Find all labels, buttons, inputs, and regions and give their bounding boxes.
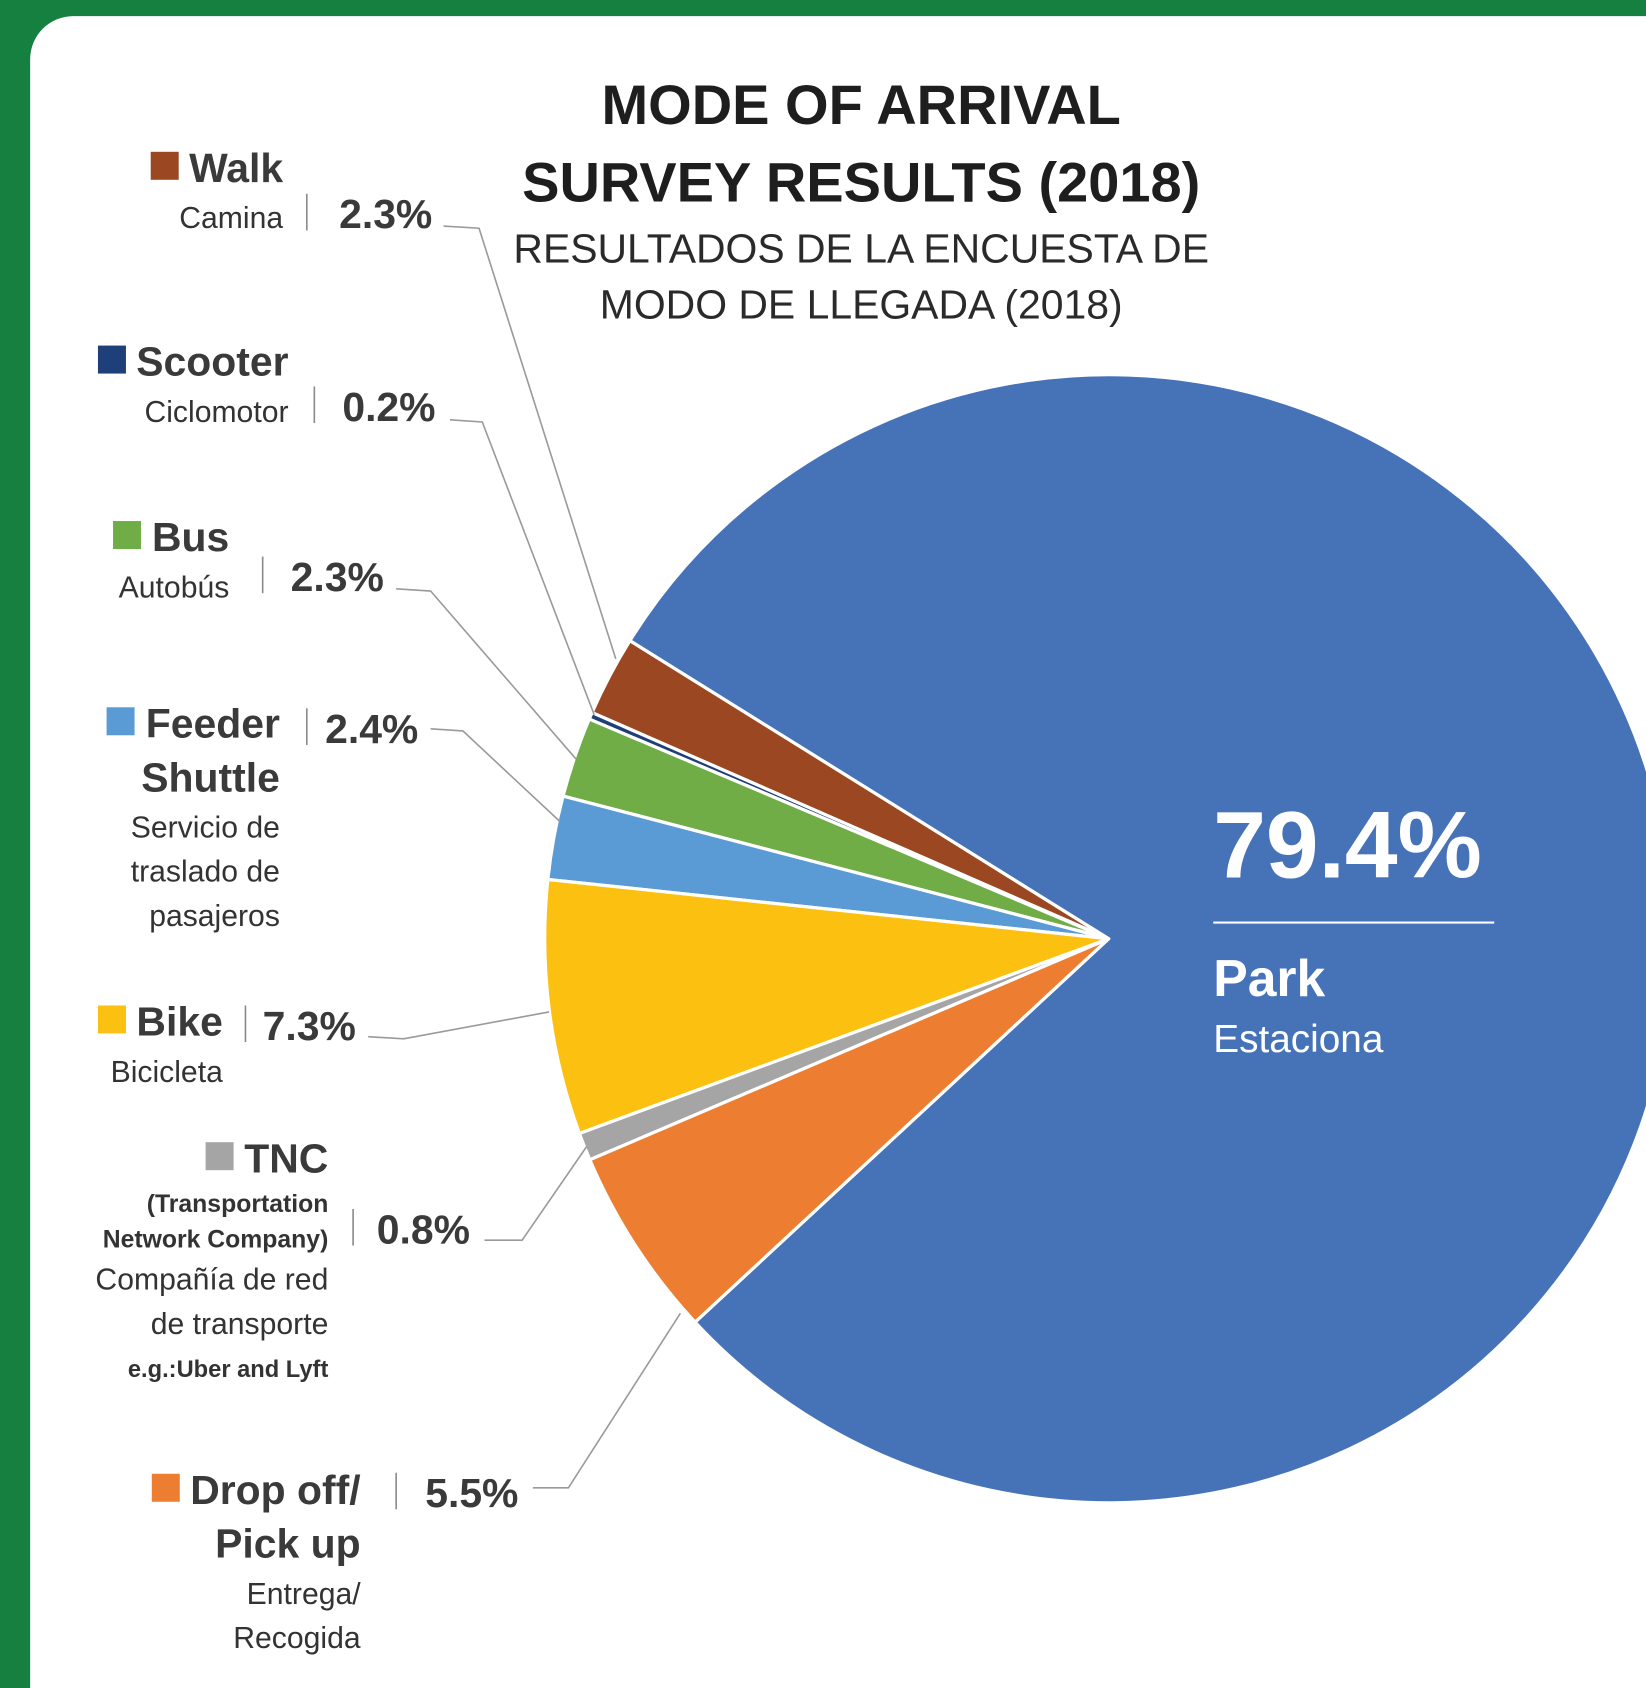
legend-label-row: TNC [65, 1133, 329, 1187]
legend-label: TNC [244, 1136, 329, 1183]
legend-text: Drop off/ Pick up Entrega/ Recogida [140, 1464, 361, 1660]
legend-text: Bus Autobús [14, 511, 229, 609]
leader-line [368, 1011, 550, 1040]
labels: Walk Camina 2.3% Scooter Ciclomotor 0.2% Bus Au… [8, 142, 1495, 1660]
chart-subtitle: RESULTADOS DE LA ENCUESTA DE MODO DE LLE… [513, 227, 1210, 329]
pie-slice [628, 373, 1646, 1505]
legend-entry: Bike Bicicleta [8, 996, 223, 1094]
legend-sublabel: Entrega/ Recogida [233, 1577, 361, 1655]
legend-label: Drop off/ Pick up [190, 1468, 361, 1568]
legend-text: TNC (Transportation Network Company) Compa… [65, 1133, 329, 1394]
leader-line [430, 728, 561, 822]
value-label: 5.5% [425, 1470, 518, 1516]
legend-sublabel: Camina [179, 201, 284, 235]
legend-swatch [97, 345, 126, 374]
value-label: 2.4% [325, 706, 418, 752]
legend-entry: Walk Camina [68, 142, 283, 240]
pie-slice [543, 877, 1111, 1136]
slice-label: Park [1213, 949, 1325, 1007]
legend-swatch [150, 151, 179, 180]
title-block: MODE OF ARRIVAL SURVEY RESULTS (2018) RE… [506, 67, 1217, 334]
legend-text: Scooter Ciclomotor [52, 336, 289, 434]
value-label: 79.4% [1213, 792, 1482, 898]
value-label: 2.3% [339, 191, 432, 237]
legend-label: Bike [136, 1000, 223, 1046]
pie [543, 373, 1646, 1505]
legend-sublabel: Servicio de traslado de pasajeros [130, 810, 280, 933]
legend-label-row: Drop off/ Pick up [140, 1464, 361, 1572]
legend-label: Walk [189, 146, 284, 192]
legend-label-row: Bus [14, 511, 229, 565]
legend-swatch [97, 1005, 126, 1034]
legend-swatch [106, 707, 135, 736]
legend-label: Feeder Shuttle [141, 701, 280, 801]
legend-text: Bike Bicicleta [8, 996, 223, 1094]
legend-sublabel: Ciclomotor [144, 395, 289, 429]
leader-line [443, 225, 617, 660]
leader-line [484, 1146, 588, 1241]
legend-label-row: Feeder Shuttle [81, 698, 280, 806]
chart-title: MODE OF ARRIVAL SURVEY RESULTS (2018) [522, 74, 1201, 215]
annotation: e.g.:Uber and Lyft [127, 1355, 329, 1383]
legend-label-row: Walk [68, 142, 283, 196]
legend-label: Bus [152, 515, 230, 561]
legend-entry: TNC (Transportation Network Company) Compa… [65, 1133, 329, 1394]
legend-swatch [151, 1473, 180, 1502]
legend-label-row: Bike [8, 996, 223, 1050]
legend-label: Scooter [136, 340, 289, 386]
legend-swatch [113, 521, 142, 550]
value-label: 0.8% [377, 1206, 470, 1252]
leader-line [396, 588, 577, 760]
legend-text: Walk Camina [68, 142, 283, 240]
legend-entry: Bus Autobús [14, 511, 229, 609]
legend-label-row: Scooter [52, 336, 289, 390]
pie-slice [588, 937, 1111, 1324]
legend-sublabel: Autobús [118, 570, 230, 604]
legend-text: Feeder Shuttle Servicio de traslado de pa… [81, 698, 280, 938]
annotation: (Transportation Network Company) [102, 1189, 329, 1254]
value-label: 7.3% [263, 1003, 356, 1049]
value-label: 2.3% [291, 554, 384, 600]
value-label: 0.2% [342, 384, 435, 430]
legend-entry: Drop off/ Pick up Entrega/ Recogida [140, 1464, 361, 1660]
slice-sublabel: Estaciona [1213, 1018, 1384, 1061]
legend-sublabel: Compañía de red de transporte [95, 1262, 329, 1341]
legend-entry: Scooter Ciclomotor [52, 336, 289, 434]
legend-sublabel: Bicicleta [110, 1054, 223, 1089]
leader-line [532, 1312, 682, 1489]
leader-lines [368, 225, 682, 1489]
leader-line [449, 419, 595, 716]
title-wrap: MODE OF ARRIVAL SURVEY RESULTS (2018) RE… [506, 67, 1217, 334]
legend-swatch [205, 1142, 234, 1171]
